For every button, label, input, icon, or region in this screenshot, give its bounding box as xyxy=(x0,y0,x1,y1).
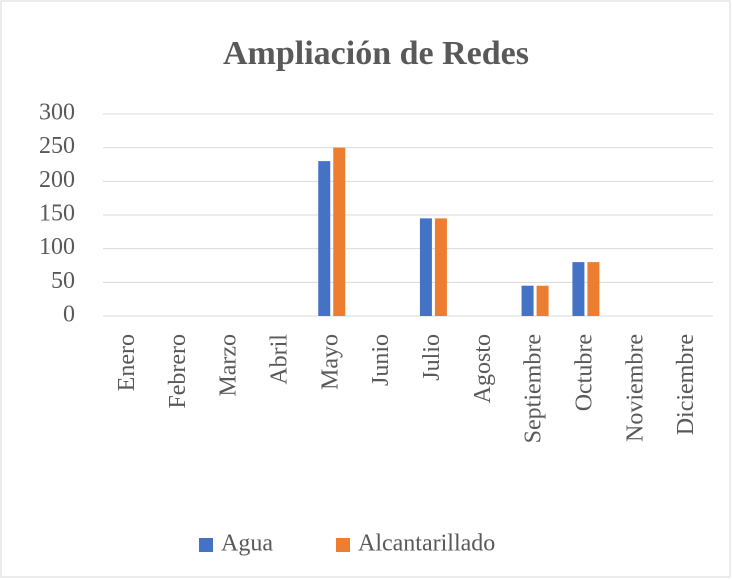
x-tick-label: Diciembre xyxy=(673,334,699,435)
x-tick-label: Noviembre xyxy=(622,334,648,442)
legend-label: Alcantarillado xyxy=(358,531,495,557)
y-tick-label: 0 xyxy=(63,302,75,328)
bar xyxy=(536,285,549,316)
bar xyxy=(572,262,585,316)
x-tick-label: Junio xyxy=(368,334,394,386)
bar xyxy=(521,285,534,316)
x-tick-label: Agosto xyxy=(470,334,496,403)
x-tick-label: Abril xyxy=(266,334,292,385)
x-tick-label: Septiembre xyxy=(521,334,547,443)
x-tick-label: Julio xyxy=(419,334,445,381)
x-tick-label: Enero xyxy=(114,334,140,391)
y-tick-label: 50 xyxy=(51,268,75,294)
y-tick-label: 250 xyxy=(39,133,75,159)
y-tick-label: 300 xyxy=(39,100,75,126)
legend-label: Agua xyxy=(221,531,273,557)
y-tick-label: 150 xyxy=(39,201,75,227)
x-tick-label: Mayo xyxy=(317,334,343,390)
y-tick-label: 100 xyxy=(39,234,75,260)
bar xyxy=(434,218,447,316)
y-tick-label: 200 xyxy=(39,167,75,193)
x-tick-label: Marzo xyxy=(216,334,242,397)
bar xyxy=(587,262,600,316)
x-tick-label: Octubre xyxy=(571,334,597,411)
bar xyxy=(333,147,346,316)
bar xyxy=(318,161,331,316)
x-tick-label: Febrero xyxy=(165,334,191,409)
legend-swatch xyxy=(199,538,213,552)
bar xyxy=(419,218,432,316)
chart-title: Ampliación de Redes xyxy=(223,35,529,72)
legend-swatch xyxy=(336,538,350,552)
